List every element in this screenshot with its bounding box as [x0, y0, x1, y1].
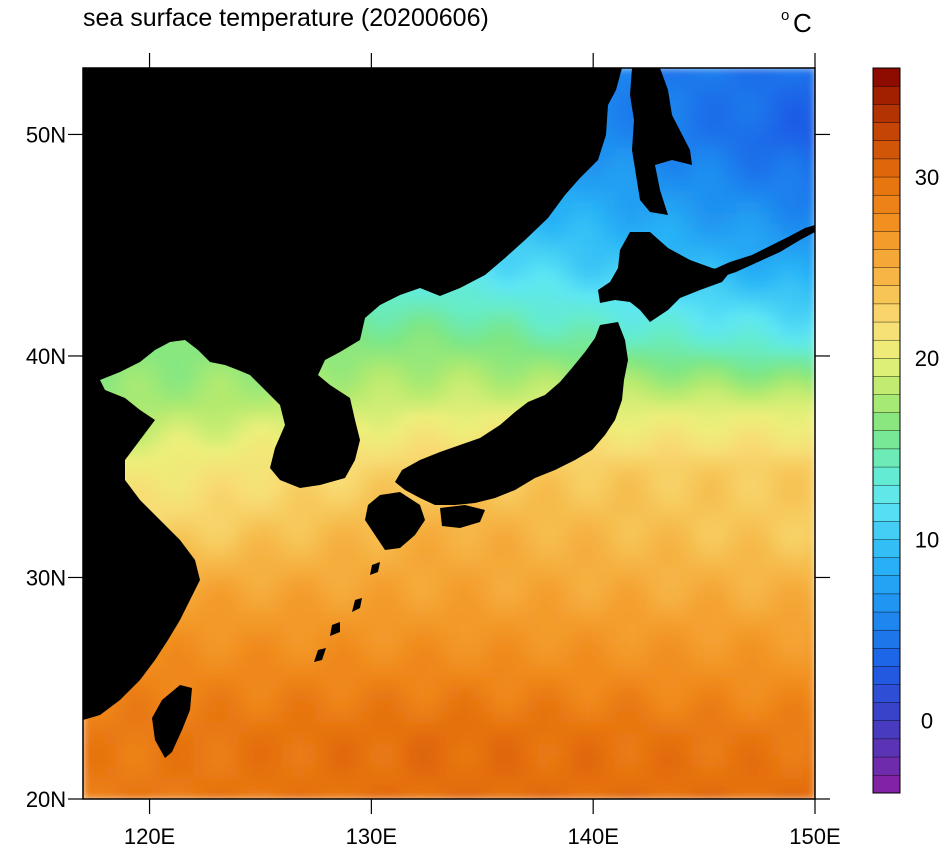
map-axis-ticks: 120E 130E 140E 150E 20N 30N 40N 50N	[26, 53, 841, 849]
unit-letter: C	[793, 8, 812, 38]
y-tick-label: 20N	[26, 787, 66, 812]
colorbar-cell	[872, 756, 901, 776]
colorbar-cell	[872, 738, 901, 758]
map-frame	[82, 67, 816, 800]
colorbar-cell	[872, 502, 901, 522]
colorbar-cell	[872, 557, 901, 576]
colorbar-cell	[872, 339, 901, 359]
colorbar-cell	[872, 104, 901, 123]
colorbar-cell	[872, 665, 901, 685]
degree-symbol: o	[781, 7, 789, 24]
y-tick-label: 50N	[26, 122, 66, 147]
land-kyushu	[365, 492, 425, 550]
land-taiwan	[152, 685, 192, 758]
colorbar-cell	[872, 720, 901, 740]
colorbar-cell	[872, 647, 901, 667]
land-mask	[83, 68, 815, 758]
colorbar-frame	[872, 67, 901, 794]
colorbar-tick-label: 30	[915, 165, 939, 190]
colorbar-cell	[872, 466, 901, 486]
y-tick-label: 30N	[26, 565, 66, 590]
land-hokkaido	[598, 232, 730, 322]
colorbar-cell	[872, 774, 901, 794]
land-kurils	[712, 225, 815, 278]
colorbar-cell	[872, 684, 901, 703]
colorbar-cell	[872, 285, 901, 305]
colorbar-cell	[872, 194, 901, 214]
colorbar-cell	[872, 140, 901, 160]
colorbar-cell	[872, 249, 901, 268]
map-title: sea surface temperature (20200606)	[83, 4, 489, 32]
x-tick-label: 140E	[567, 824, 618, 849]
colorbar-cell	[872, 303, 901, 323]
colorbar-cell	[872, 611, 901, 631]
colorbar-cell	[872, 375, 901, 395]
colorbar-tick-label: 20	[915, 346, 939, 371]
colorbar-cell	[872, 230, 901, 250]
colorbar-cell	[872, 158, 901, 178]
colorbar-cell	[872, 702, 901, 721]
colorbar-cells	[872, 67, 901, 794]
map-panel: 120E 130E 140E 150E 20N 30N 40N 50N	[26, 53, 841, 849]
x-tick-label: 150E	[789, 824, 840, 849]
unit-label: o C	[781, 7, 812, 38]
colorbar-cell	[872, 267, 901, 286]
colorbar-cell	[872, 176, 901, 196]
colorbar-cell	[872, 484, 901, 504]
land-asia-mainland	[83, 68, 622, 720]
colorbar-cell	[872, 412, 901, 431]
colorbar-cell	[872, 575, 901, 595]
colorbar-cell	[872, 394, 901, 413]
colorbar-cell	[872, 430, 901, 450]
colorbar-tick-label: 0	[921, 709, 933, 734]
colorbar-cell	[872, 539, 901, 558]
colorbar-cell	[872, 122, 901, 141]
colorbar-cell	[872, 629, 901, 649]
y-tick-label: 40N	[26, 344, 66, 369]
colorbar-cell	[872, 448, 901, 468]
land-honshu	[395, 322, 628, 505]
land-shikoku	[440, 505, 485, 528]
colorbar-cell	[872, 212, 901, 232]
colorbar-tick-label: 10	[915, 527, 939, 552]
land-sakhalin	[630, 68, 692, 215]
x-tick-label: 120E	[124, 824, 175, 849]
colorbar-cell	[872, 321, 901, 341]
land-ryukyu	[314, 562, 380, 662]
colorbar: 0 10 20 30	[872, 67, 939, 794]
colorbar-ticks: 0 10 20 30	[915, 165, 939, 734]
colorbar-cell	[872, 67, 901, 87]
colorbar-cell	[872, 593, 901, 613]
colorbar-cell	[872, 520, 901, 540]
colorbar-cell	[872, 357, 901, 377]
colorbar-cell	[872, 85, 901, 105]
x-tick-label: 130E	[346, 824, 397, 849]
